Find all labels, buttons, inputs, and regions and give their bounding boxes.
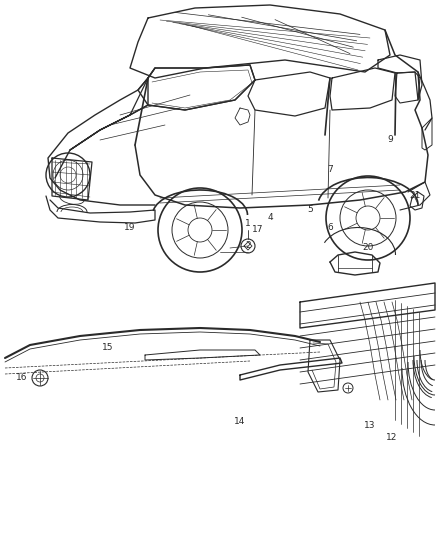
Text: 5: 5 bbox=[307, 206, 313, 214]
Text: 2: 2 bbox=[245, 240, 251, 249]
Text: 6: 6 bbox=[327, 223, 333, 232]
Text: 21: 21 bbox=[410, 191, 420, 200]
Text: 19: 19 bbox=[124, 223, 136, 232]
Text: 17: 17 bbox=[252, 225, 264, 235]
Text: 14: 14 bbox=[234, 417, 246, 426]
Text: 16: 16 bbox=[16, 374, 28, 383]
Text: 12: 12 bbox=[386, 433, 398, 442]
Text: 4: 4 bbox=[267, 214, 273, 222]
Text: 1: 1 bbox=[245, 220, 251, 229]
Text: 7: 7 bbox=[327, 166, 333, 174]
Text: 20: 20 bbox=[362, 244, 374, 253]
Text: 15: 15 bbox=[102, 343, 114, 352]
Text: 13: 13 bbox=[364, 422, 376, 431]
Text: 9: 9 bbox=[387, 135, 393, 144]
